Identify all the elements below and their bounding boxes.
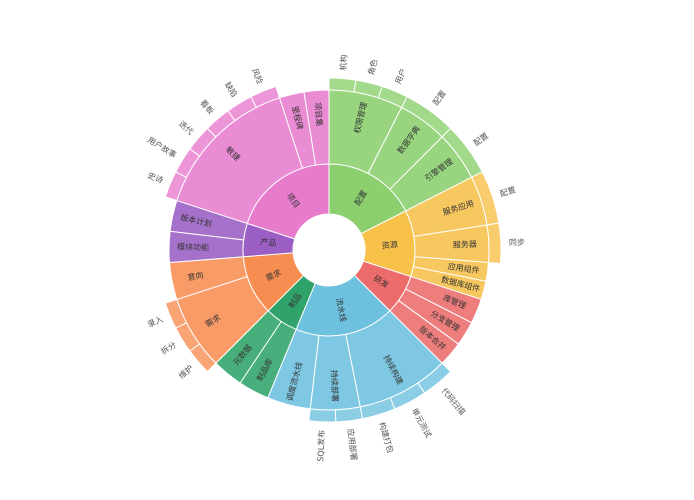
sunburst-segment-50[interactable] <box>303 89 330 166</box>
sunburst-segment-26[interactable] <box>334 406 364 423</box>
sunburst-segment-13[interactable] <box>486 222 502 265</box>
segment-label: 应用部署 <box>346 428 360 461</box>
segment-label: 角色 <box>366 58 379 76</box>
segment-label: 项目集 <box>313 102 325 127</box>
segment-label: 风险 <box>250 67 265 86</box>
segment-label: 用户故事 <box>146 135 179 160</box>
segment-label: 机构 <box>338 54 349 71</box>
segment-label: 维护 <box>176 363 195 381</box>
segment-label: 配置 <box>499 185 517 199</box>
segment-label: 单元测试 <box>410 406 434 439</box>
segment-label: 史诗 <box>146 170 165 185</box>
segment-label: 配置 <box>472 131 490 148</box>
segment-label: 代码扫描 <box>440 386 468 417</box>
segment-label: SQL发布 <box>315 430 326 462</box>
segment-label: 迭代 <box>177 119 196 137</box>
sunburst-segment-2[interactable] <box>328 77 357 93</box>
segment-label: 缺陷 <box>223 80 240 99</box>
segment-label: 同步 <box>509 238 525 248</box>
segment-label: 构建打包 <box>377 421 396 455</box>
segment-label: 用户 <box>393 67 408 86</box>
segment-label: 意向 <box>187 270 205 283</box>
segment-label: 应用组件 <box>447 261 480 275</box>
sunburst-segment-27[interactable] <box>308 408 337 423</box>
segment-label: 模块功能 <box>177 242 209 253</box>
segment-label: 产品 <box>260 236 277 248</box>
segment-label: 持续部署 <box>329 370 340 402</box>
segment-label: 配置 <box>431 89 448 107</box>
segment-label: 服务器 <box>453 239 477 250</box>
segment-label: 看板 <box>198 97 216 116</box>
segment-label: 拆分 <box>159 339 178 356</box>
segment-label: 录入 <box>146 315 164 329</box>
segment-label: 资源 <box>381 239 398 250</box>
segment-label: 流水线 <box>334 297 348 322</box>
